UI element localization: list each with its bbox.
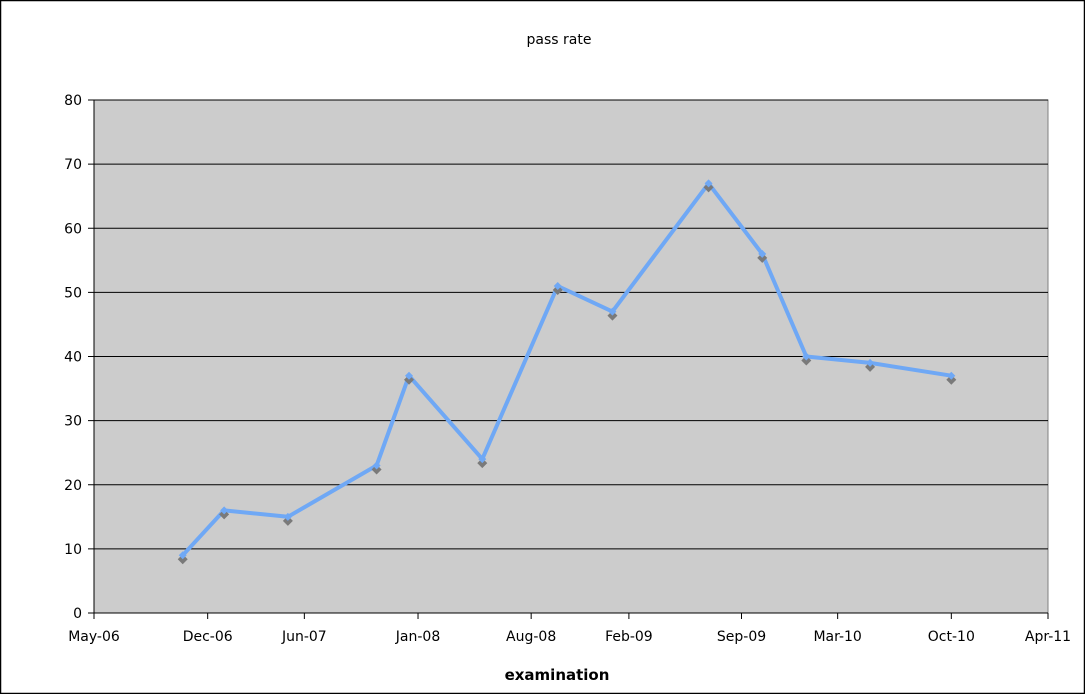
x-tick-label: Aug-08: [506, 629, 556, 645]
x-axis: May-06 Dec-06 Jun-07 Jan-08 Aug-08 Feb-09 Sep-…: [68, 612, 1071, 645]
x-tick-label: Sep-09: [717, 629, 766, 645]
x-axis-title: examination: [505, 666, 610, 684]
x-tick-label: Dec-06: [183, 629, 233, 645]
y-tick-label: 10: [64, 542, 82, 558]
y-axis: 0 10 20 30 40 50 60 70 80: [64, 93, 95, 622]
data-point: [802, 352, 811, 361]
x-tick-label: May-06: [68, 629, 120, 645]
data-point: [608, 307, 617, 316]
data-point: [758, 249, 767, 258]
data-point: [404, 371, 413, 380]
data-point: [283, 512, 292, 521]
y-tick-label: 60: [64, 221, 82, 237]
y-tick-label: 50: [64, 285, 82, 301]
data-point: [704, 179, 713, 188]
data-point: [478, 455, 487, 464]
x-tick-label: Jun-07: [281, 629, 327, 645]
y-tick-label: 70: [64, 157, 82, 173]
data-point: [178, 551, 187, 560]
y-tick-label: 20: [64, 478, 82, 494]
x-tick-label: Feb-09: [605, 629, 653, 645]
series-layer: [177, 179, 957, 565]
y-tick-label: 40: [64, 350, 82, 366]
data-point: [947, 371, 956, 380]
x-tick-label: Oct-10: [928, 629, 975, 645]
y-tick-label: 30: [64, 414, 82, 430]
y-tick-label: 0: [73, 606, 82, 622]
data-point: [866, 358, 875, 367]
data-point: [220, 506, 229, 515]
chart-title: pass rate: [527, 32, 592, 48]
x-tick-label: Jan-08: [395, 629, 440, 645]
data-point: [372, 461, 381, 470]
y-tick-label: 80: [64, 93, 82, 109]
data-point: [553, 281, 562, 290]
x-tick-label: Apr-11: [1025, 629, 1071, 645]
x-tick-label: Mar-10: [813, 629, 861, 645]
